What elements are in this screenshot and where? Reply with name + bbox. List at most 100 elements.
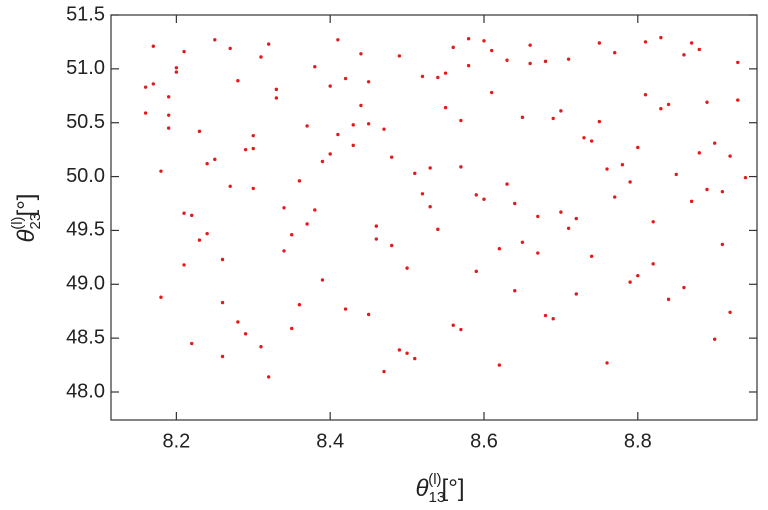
point [489,90,494,95]
point [405,351,409,355]
point [443,71,448,75]
point [513,201,517,206]
point [582,136,586,140]
point [466,63,471,68]
point [151,82,155,86]
x-tick-label: 8.2 [162,430,190,452]
point [366,80,371,84]
x-label-unit: [°] [442,475,465,502]
point [705,100,709,104]
point [597,41,602,45]
point [597,119,602,124]
point [359,103,363,108]
point [720,189,725,194]
point [182,263,186,267]
point [259,345,263,349]
point [374,224,379,228]
point [190,341,194,346]
y-tick-label: 51.0 [66,57,105,79]
point [228,46,232,51]
point [659,107,663,111]
point [166,126,171,130]
point [420,74,425,79]
point [559,109,563,113]
point [574,216,578,221]
point [543,313,548,318]
point [459,118,463,123]
point [474,269,478,274]
point [366,312,371,317]
y-tick-label: 48.0 [66,380,105,402]
y-tick-label: 48.5 [66,326,105,348]
point [166,95,171,99]
point [420,192,425,196]
point [297,179,302,183]
point [689,41,694,45]
point [228,184,232,188]
y-label-sup: (l) [9,216,26,229]
point [328,152,332,156]
point [728,310,732,314]
y-axis-label: θ23(l)[°] [9,194,44,243]
y-label-unit: [°] [13,194,40,217]
point [628,280,632,284]
point [674,172,678,177]
point [359,52,363,56]
point [236,79,240,83]
point [182,49,186,54]
point [143,111,148,115]
point [266,375,271,379]
point [459,327,463,332]
point [397,54,402,58]
point [482,39,486,43]
point [489,48,494,53]
point [643,40,648,44]
point [520,115,525,120]
point [259,55,263,59]
point [159,169,163,173]
point [382,369,386,374]
point [682,53,686,57]
point [413,171,417,176]
point [205,161,209,166]
point [713,141,717,145]
point [436,227,440,232]
point [197,238,202,242]
point [328,84,332,88]
point [159,295,163,299]
point [497,363,502,367]
point [566,226,571,230]
x-label-sup: (l) [428,471,441,488]
point [405,266,409,270]
point [613,50,617,55]
point [720,242,725,247]
point [351,143,355,148]
point [213,38,217,42]
point [220,257,225,262]
point [182,211,186,215]
point [313,65,317,69]
point [728,154,732,158]
point [743,175,748,180]
point [151,44,155,48]
x-label-symbol: θ [416,475,429,502]
point [390,243,394,248]
point [366,122,371,126]
point [505,58,509,62]
point [428,166,432,170]
point [459,165,463,169]
point [197,129,202,134]
point [497,247,502,251]
point [536,214,540,219]
y-tick-label: 49.0 [66,273,105,295]
point [682,285,686,290]
point [528,43,532,47]
point [543,59,548,64]
point [559,210,563,214]
point [528,61,532,66]
point [382,127,386,131]
y-tick-label: 49.5 [66,219,105,241]
point [636,145,640,150]
point [636,273,640,278]
